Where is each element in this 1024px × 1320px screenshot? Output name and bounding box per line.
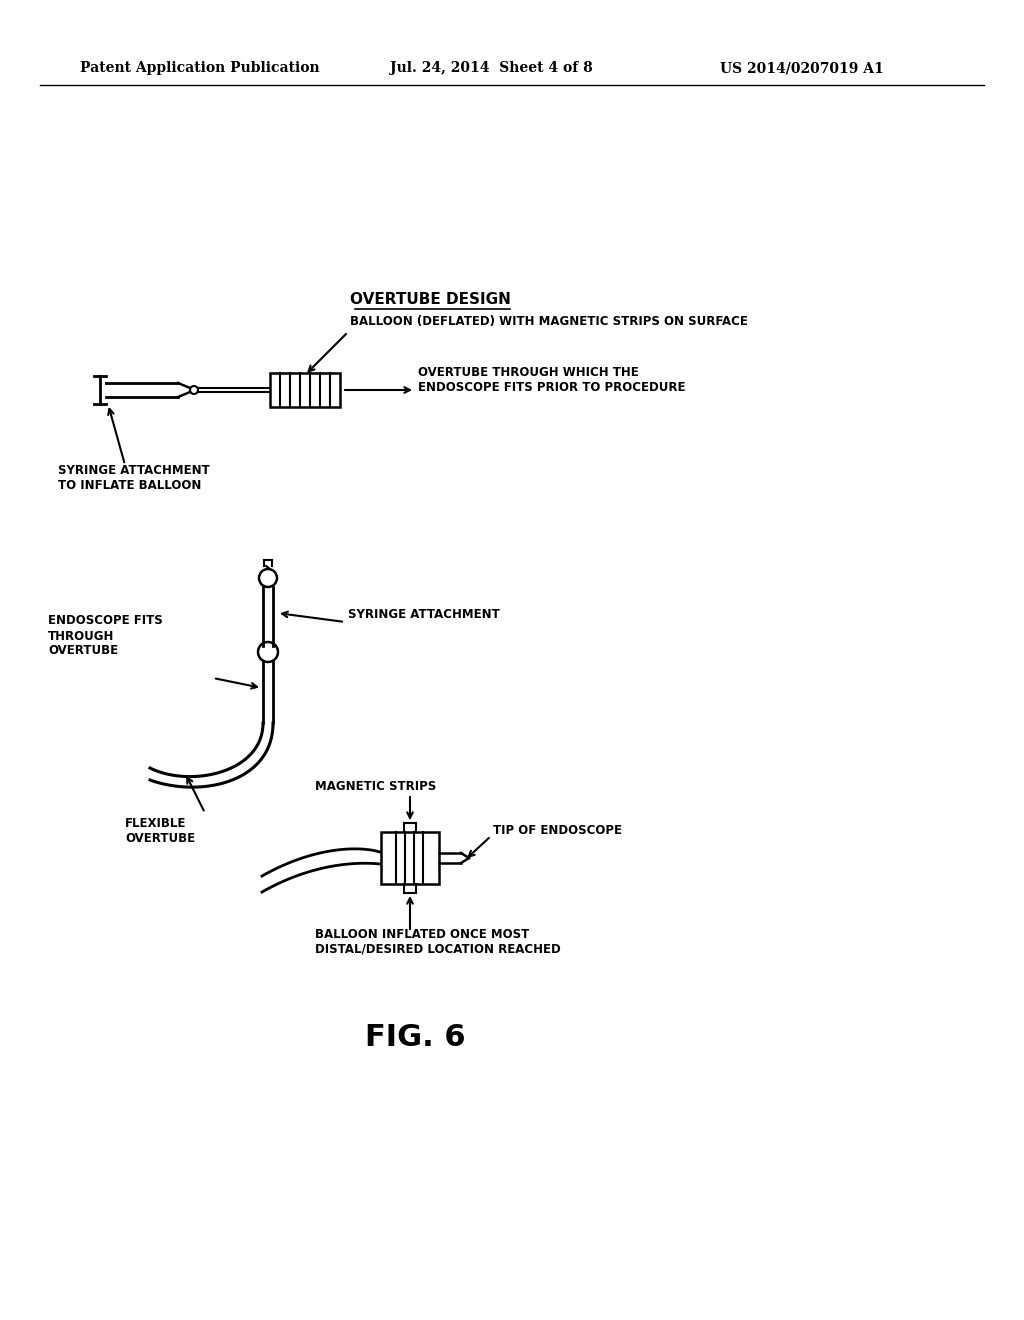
Text: SYRINGE ATTACHMENT
TO INFLATE BALLOON: SYRINGE ATTACHMENT TO INFLATE BALLOON — [58, 465, 210, 492]
Text: OVERTUBE THROUGH WHICH THE
ENDOSCOPE FITS PRIOR TO PROCEDURE: OVERTUBE THROUGH WHICH THE ENDOSCOPE FIT… — [418, 366, 685, 393]
Bar — [381, 832, 439, 884]
Text: BALLOON INFLATED ONCE MOST
DISTAL/DESIRED LOCATION REACHED: BALLOON INFLATED ONCE MOST DISTAL/DESIRE… — [315, 928, 561, 956]
Text: Jul. 24, 2014  Sheet 4 of 8: Jul. 24, 2014 Sheet 4 of 8 — [390, 61, 593, 75]
Text: OVERTUBE DESIGN: OVERTUBE DESIGN — [349, 293, 510, 308]
Text: FLEXIBLE
OVERTUBE: FLEXIBLE OVERTUBE — [125, 817, 196, 845]
Bar — [270, 374, 340, 407]
Text: TIP OF ENDOSCOPE: TIP OF ENDOSCOPE — [493, 824, 622, 837]
Text: US 2014/0207019 A1: US 2014/0207019 A1 — [720, 61, 884, 75]
Text: BALLOON (DEFLATED) WITH MAGNETIC STRIPS ON SURFACE: BALLOON (DEFLATED) WITH MAGNETIC STRIPS … — [350, 315, 748, 329]
Text: ENDOSCOPE FITS
THROUGH
OVERTUBE: ENDOSCOPE FITS THROUGH OVERTUBE — [48, 615, 163, 657]
Text: SYRINGE ATTACHMENT: SYRINGE ATTACHMENT — [348, 609, 500, 622]
Text: FIG. 6: FIG. 6 — [365, 1023, 465, 1052]
Text: Patent Application Publication: Patent Application Publication — [80, 61, 319, 75]
Text: MAGNETIC STRIPS: MAGNETIC STRIPS — [315, 780, 436, 793]
